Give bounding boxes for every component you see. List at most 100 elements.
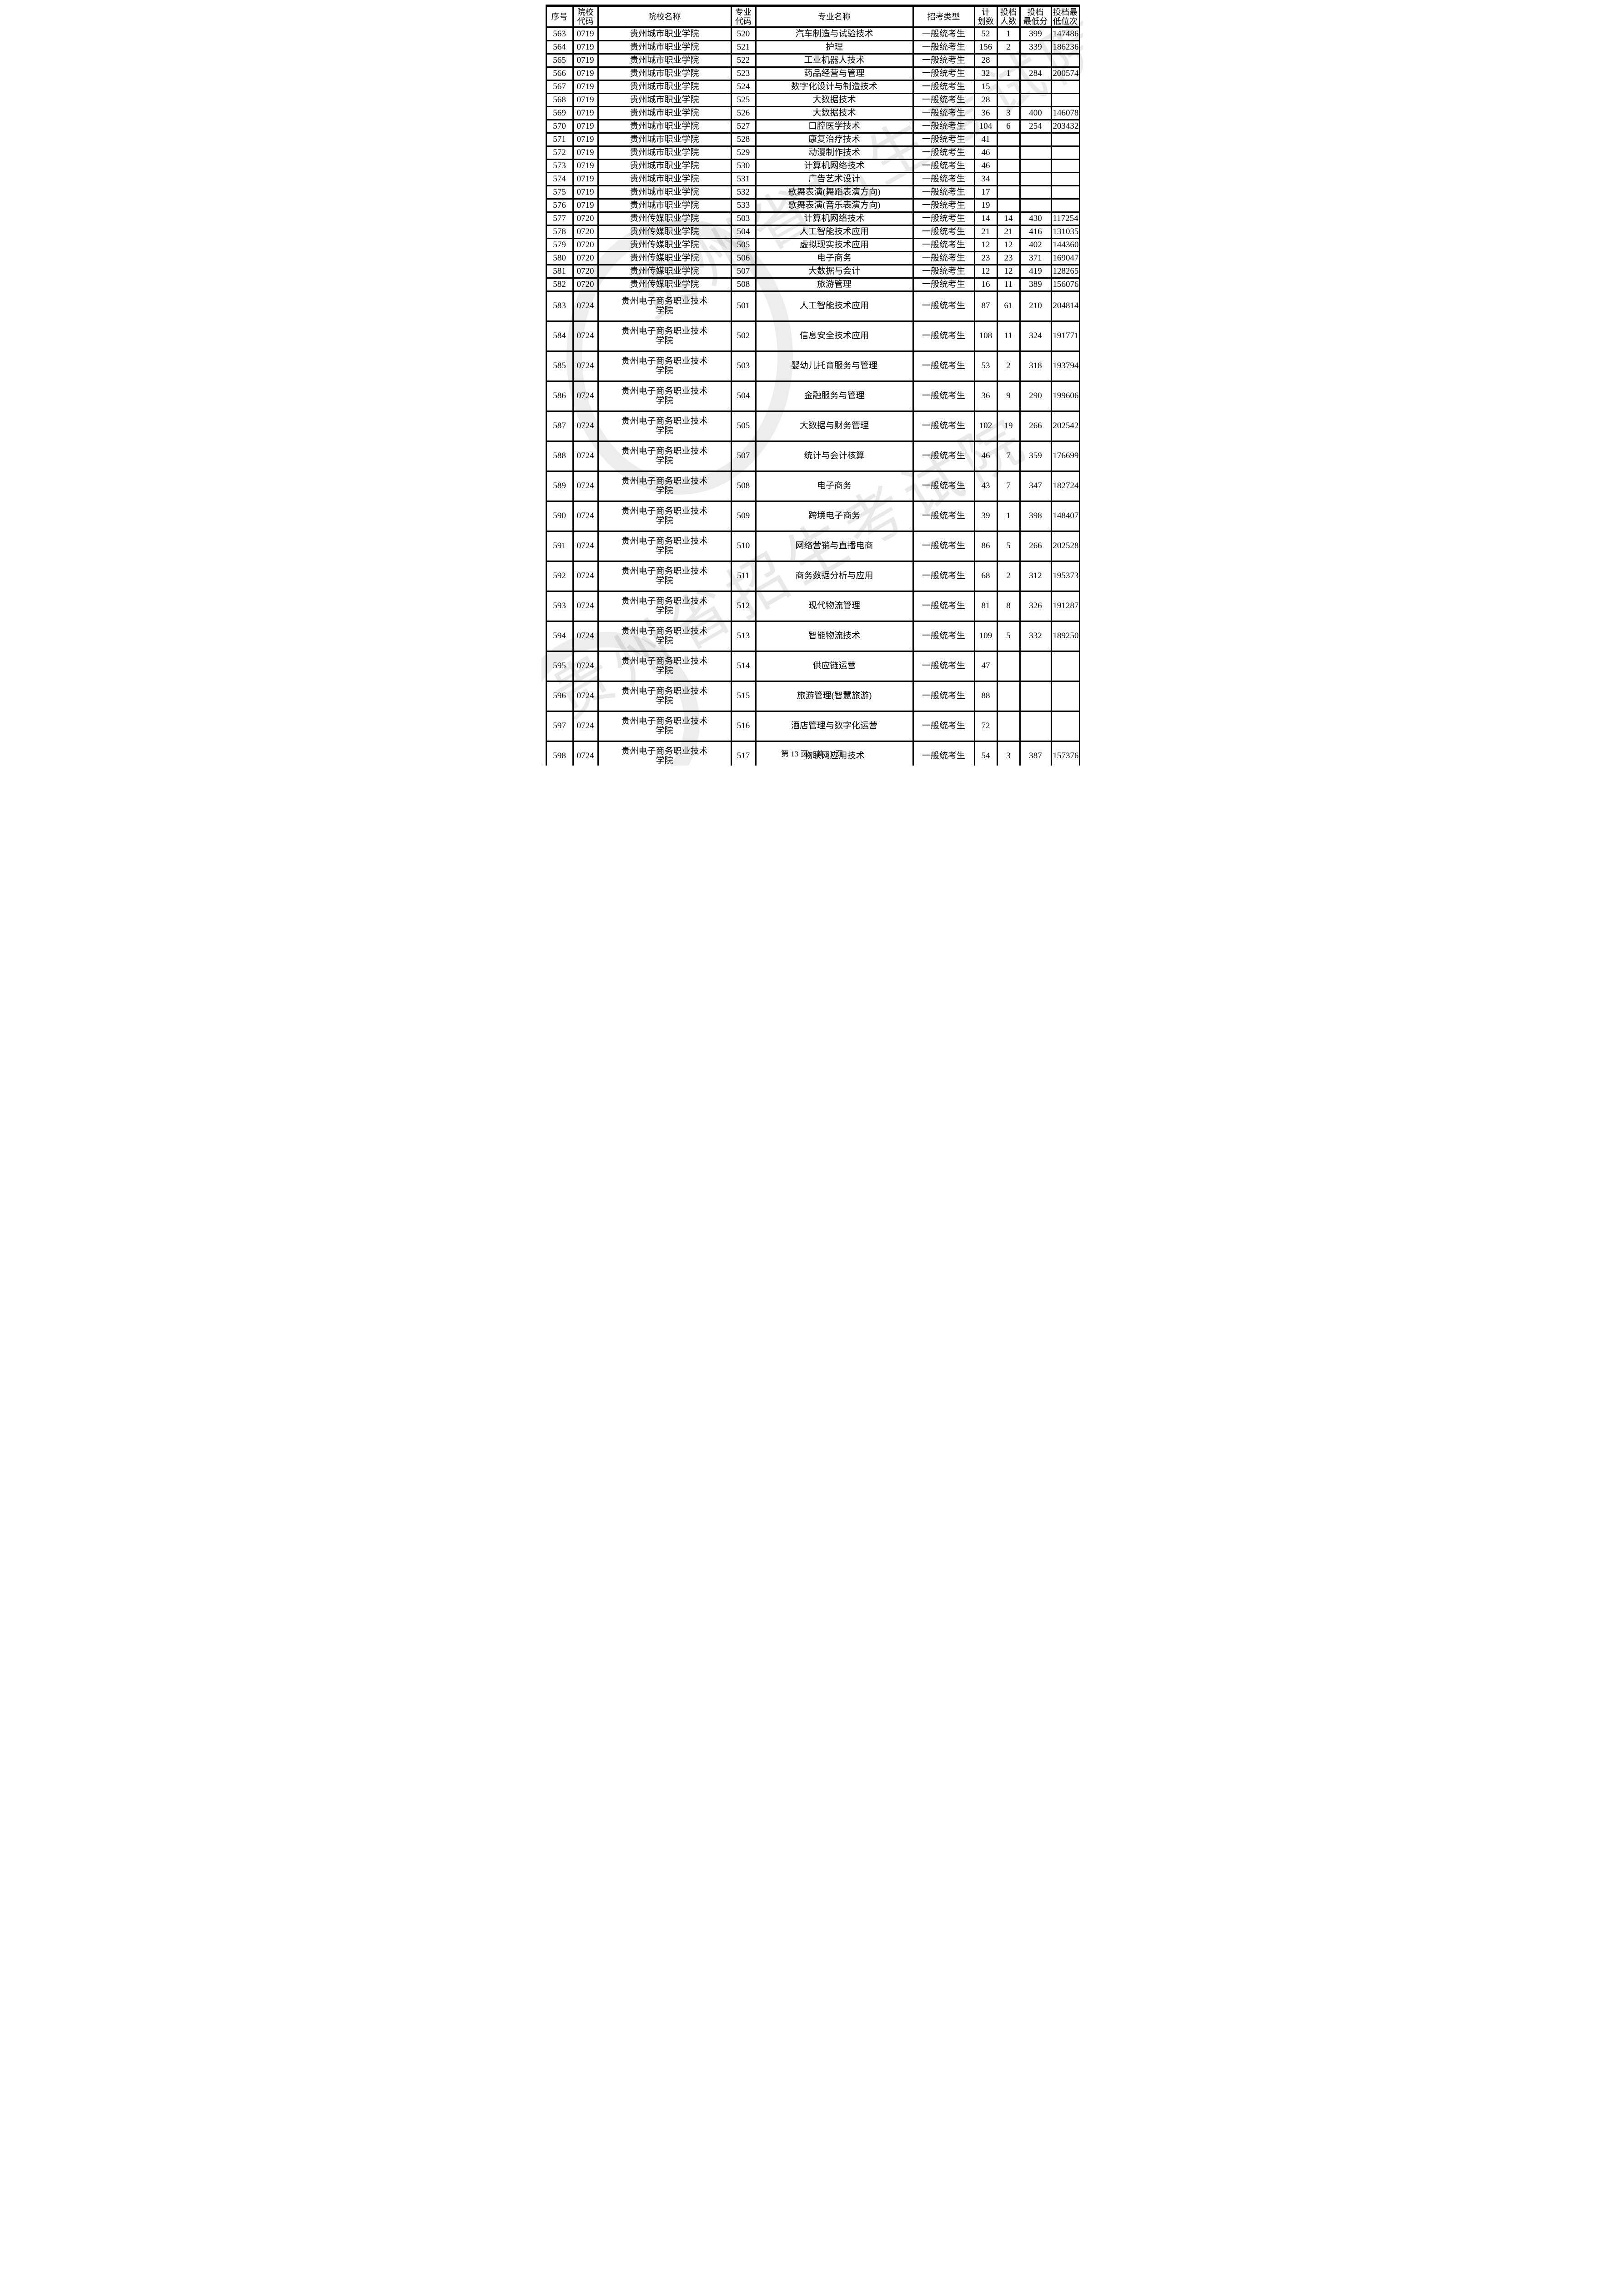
cell-inst-code: 0724 bbox=[572, 471, 599, 502]
table-row: 591 0724 贵州电子商务职业技术 学院 510 网络营销与直播电商 一般统考生 86 5… bbox=[545, 531, 1080, 562]
cell-cast-count: 7 bbox=[996, 441, 1021, 472]
cell-inst-name: 贵州传媒职业学院 bbox=[597, 238, 732, 252]
cell-min-rank bbox=[1050, 93, 1080, 107]
cell-min-score: 416 bbox=[1019, 225, 1052, 239]
cell-serial: 582 bbox=[545, 277, 574, 292]
cell-min-rank: 169047 bbox=[1050, 251, 1080, 265]
cell-serial: 569 bbox=[545, 106, 574, 120]
cell-exam-type: 一般统考生 bbox=[912, 185, 975, 200]
table-row: 589 0724 贵州电子商务职业技术 学院 508 电子商务 一般统考生 43 7 347 18… bbox=[545, 471, 1080, 502]
cell-cast-count: 8 bbox=[996, 591, 1021, 622]
cell-plan-count: 46 bbox=[973, 145, 998, 160]
cell-plan-count: 88 bbox=[973, 681, 998, 712]
cell-serial: 587 bbox=[545, 411, 574, 442]
cell-cast-count: 1 bbox=[996, 26, 1021, 41]
cell-inst-code: 0719 bbox=[572, 26, 599, 41]
cell-inst-code: 0724 bbox=[572, 591, 599, 622]
cell-major-code: 503 bbox=[730, 350, 757, 382]
cell-min-rank: 176699 bbox=[1050, 441, 1080, 472]
cell-plan-count: 102 bbox=[973, 411, 998, 442]
cell-major-name: 护理 bbox=[755, 40, 914, 55]
cell-inst-code: 0720 bbox=[572, 251, 599, 265]
page-number-footer: 第 13 页，共 53 页 bbox=[781, 750, 843, 758]
cell-min-rank bbox=[1050, 198, 1080, 213]
cell-major-code: 512 bbox=[730, 591, 757, 622]
document-page: 贵州省招生考试院 贵州省招生考试院 序号 院校 代码 院校名称 专业 代码 专业… bbox=[541, 0, 1083, 766]
cell-exam-type: 一般统考生 bbox=[912, 93, 975, 107]
cell-inst-code: 0719 bbox=[572, 172, 599, 186]
cell-major-code: 502 bbox=[730, 320, 757, 352]
cell-min-rank: 186236 bbox=[1050, 40, 1080, 55]
cell-min-rank bbox=[1050, 172, 1080, 186]
cell-min-score: 254 bbox=[1019, 119, 1052, 134]
cell-inst-code: 0724 bbox=[572, 621, 599, 652]
cell-exam-type: 一般统考生 bbox=[912, 320, 975, 352]
cell-cast-count bbox=[996, 198, 1021, 213]
cell-inst-code: 0724 bbox=[572, 350, 599, 382]
cell-exam-type: 一般统考生 bbox=[912, 145, 975, 160]
cell-min-rank: 131035 bbox=[1050, 225, 1080, 239]
cell-plan-count: 156 bbox=[973, 40, 998, 55]
cell-inst-code: 0719 bbox=[572, 132, 599, 147]
cell-exam-type: 一般统考生 bbox=[912, 172, 975, 186]
cell-inst-name: 贵州传媒职业学院 bbox=[597, 225, 732, 239]
cell-cast-count bbox=[996, 80, 1021, 94]
table-row: 582 0720 贵州传媒职业学院 508 旅游管理 一般统考生 16 11 389 156076 bbox=[545, 277, 1080, 292]
cell-exam-type: 一般统考生 bbox=[912, 501, 975, 532]
cell-major-name: 口腔医学技术 bbox=[755, 119, 914, 134]
cell-major-code: 522 bbox=[730, 53, 757, 68]
cell-inst-code: 0720 bbox=[572, 238, 599, 252]
cell-inst-name: 贵州电子商务职业技术 学院 bbox=[597, 591, 732, 622]
cell-min-score: 347 bbox=[1019, 471, 1052, 502]
cell-exam-type: 一般统考生 bbox=[912, 277, 975, 292]
cell-plan-count: 17 bbox=[973, 185, 998, 200]
cell-cast-count: 9 bbox=[996, 381, 1021, 412]
cell-cast-count bbox=[996, 681, 1021, 712]
table-header: 序号 院校 代码 院校名称 专业 代码 专业名称 招考类型 计 划数 投档 人数… bbox=[545, 5, 1080, 28]
table-row: 573 0719 贵州城市职业学院 530 计算机网络技术 一般统考生 46 bbox=[545, 159, 1080, 173]
cell-plan-count: 15 bbox=[973, 80, 998, 94]
cell-inst-code: 0724 bbox=[572, 531, 599, 562]
cell-min-score: 399 bbox=[1019, 26, 1052, 41]
cell-inst-code: 0719 bbox=[572, 145, 599, 160]
cell-inst-name: 贵州电子商务职业技术 学院 bbox=[597, 651, 732, 682]
cell-inst-name: 贵州电子商务职业技术 学院 bbox=[597, 711, 732, 742]
cell-major-code: 520 bbox=[730, 26, 757, 41]
cell-plan-count: 41 bbox=[973, 132, 998, 147]
cell-major-name: 计算机网络技术 bbox=[755, 211, 914, 226]
cell-serial: 596 bbox=[545, 681, 574, 712]
cell-min-rank: 191287 bbox=[1050, 591, 1080, 622]
cell-major-code: 526 bbox=[730, 106, 757, 120]
cell-min-score: 290 bbox=[1019, 381, 1052, 412]
col-header-min-rank: 投档最 低位次 bbox=[1050, 5, 1080, 28]
cell-min-score: 324 bbox=[1019, 320, 1052, 352]
cell-major-name: 康复治疗技术 bbox=[755, 132, 914, 147]
cell-major-name: 歌舞表演(舞蹈表演方向) bbox=[755, 185, 914, 200]
col-header-major-name: 专业名称 bbox=[755, 5, 914, 28]
cell-min-score bbox=[1019, 132, 1052, 147]
cell-min-rank: 156076 bbox=[1050, 277, 1080, 292]
cell-inst-name: 贵州电子商务职业技术 学院 bbox=[597, 741, 732, 766]
cell-serial: 565 bbox=[545, 53, 574, 68]
cell-min-rank bbox=[1050, 132, 1080, 147]
table-row: 583 0724 贵州电子商务职业技术 学院 501 人工智能技术应用 一般统考生 87 61… bbox=[545, 290, 1080, 322]
cell-major-code: 504 bbox=[730, 381, 757, 412]
cell-major-code: 530 bbox=[730, 159, 757, 173]
cell-serial: 567 bbox=[545, 80, 574, 94]
cell-plan-count: 47 bbox=[973, 651, 998, 682]
cell-min-score: 318 bbox=[1019, 350, 1052, 382]
cell-serial: 574 bbox=[545, 172, 574, 186]
cell-exam-type: 一般统考生 bbox=[912, 441, 975, 472]
cell-exam-type: 一般统考生 bbox=[912, 40, 975, 55]
admission-score-table: 序号 院校 代码 院校名称 专业 代码 专业名称 招考类型 计 划数 投档 人数… bbox=[545, 5, 1080, 766]
cell-exam-type: 一般统考生 bbox=[912, 264, 975, 279]
cell-major-name: 商务数据分析与应用 bbox=[755, 561, 914, 592]
cell-exam-type: 一般统考生 bbox=[912, 26, 975, 41]
cell-min-rank bbox=[1050, 80, 1080, 94]
cell-cast-count bbox=[996, 172, 1021, 186]
cell-min-score: 266 bbox=[1019, 531, 1052, 562]
cell-major-name: 酒店管理与数字化运营 bbox=[755, 711, 914, 742]
cell-serial: 584 bbox=[545, 320, 574, 352]
table-row: 574 0719 贵州城市职业学院 531 广告艺术设计 一般统考生 34 bbox=[545, 172, 1080, 186]
cell-inst-name: 贵州电子商务职业技术 学院 bbox=[597, 501, 732, 532]
